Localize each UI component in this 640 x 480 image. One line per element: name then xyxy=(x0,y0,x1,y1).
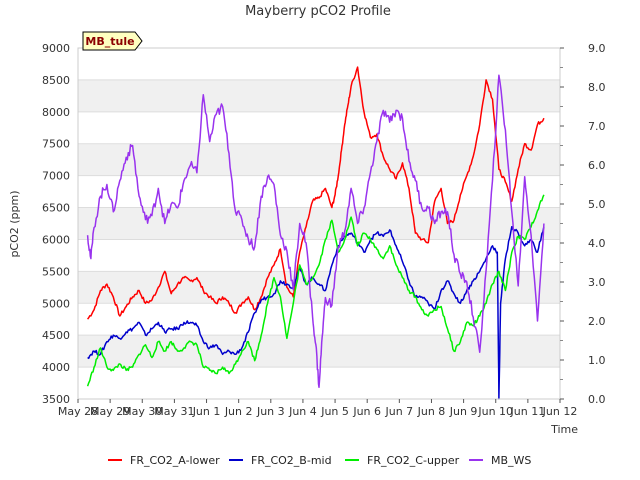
y-tick-label: 4000 xyxy=(42,361,70,374)
x-tick-label: Jun 8 xyxy=(417,405,446,418)
y-tick-label: 3500 xyxy=(42,393,70,406)
legend-label: FR_CO2_B-mid xyxy=(251,454,332,467)
x-tick-label: Jun 9 xyxy=(449,405,478,418)
y2-tick-label: 0.0 xyxy=(588,393,606,406)
y-axis-ticks: 3500 4000 4500 5000 5500 6000 6500 7000 7500 8000… xyxy=(42,42,70,406)
x-tick-label: Jun 7 xyxy=(384,405,413,418)
y2-tick-label: 3.0 xyxy=(588,276,606,289)
site-tag-label: MB_tule xyxy=(85,35,134,48)
chart-title: Mayberry pCO2 Profile xyxy=(245,4,391,19)
x-tick-label: May 30 xyxy=(122,405,162,418)
x-tick-label: Jun 4 xyxy=(288,405,317,418)
y2-axis-ticks: 0.0 1.0 2.0 3.0 4.0 5.0 6.0 7.0 8.0 9.0 xyxy=(560,42,606,406)
y-axis-label: pCO2 (ppm) xyxy=(8,190,21,257)
x-tick-label: Jun 6 xyxy=(352,405,381,418)
site-tag-box xyxy=(82,31,143,51)
x-tick-label: Jun 1 xyxy=(192,405,221,418)
y2-tick-label: 9.0 xyxy=(588,42,606,55)
y2-tick-label: 1.0 xyxy=(588,354,606,367)
y-tick-label: 7000 xyxy=(42,170,70,183)
y-tick-label: 5500 xyxy=(42,265,70,278)
y-tick-label: 9000 xyxy=(42,42,70,55)
plot-area xyxy=(77,47,561,400)
y-tick-label: 8500 xyxy=(42,74,70,87)
series-line-fr-co2-c-upper xyxy=(86,194,545,387)
legend: FR_CO2_A-lower FR_CO2_B-mid FR_CO2_C-upper… xyxy=(108,454,531,467)
y-tick-label: 7500 xyxy=(42,138,70,151)
series-line-mb-ws xyxy=(86,74,545,389)
legend-label: FR_CO2_C-upper xyxy=(367,454,460,467)
grid-band xyxy=(78,207,560,240)
x-tick-label: May 31 xyxy=(154,405,194,418)
y2-tick-label: 4.0 xyxy=(588,237,606,250)
legend-label: MB_WS xyxy=(491,454,531,467)
x-axis-label: Time xyxy=(550,423,578,436)
y2-tick-label: 8.0 xyxy=(588,81,606,94)
grid-band xyxy=(78,143,560,176)
y-tick-label: 4500 xyxy=(42,329,70,342)
y2-tick-label: 6.0 xyxy=(588,159,606,172)
x-tick-label: Jun 12 xyxy=(542,405,578,418)
y-tick-label: 6500 xyxy=(42,202,70,215)
x-tick-label: May 28 xyxy=(58,405,98,418)
y2-tick-label: 7.0 xyxy=(588,120,606,133)
series-line-fr-co2-a-lower xyxy=(86,66,545,320)
x-tick-label: May 29 xyxy=(90,405,130,418)
site-tag: MB_tule xyxy=(82,31,143,51)
grid-band xyxy=(78,335,560,368)
grid-bands xyxy=(78,79,560,368)
y-tick-label: 8000 xyxy=(42,106,70,119)
x-tick-label: Jun 2 xyxy=(224,405,253,418)
y2-tick-label: 2.0 xyxy=(588,315,606,328)
grid-band xyxy=(78,79,560,112)
series-line-fr-co2-b-mid xyxy=(87,225,545,400)
x-tick-label: Jun 10 xyxy=(477,405,513,418)
x-tick-label: Jun 5 xyxy=(320,405,349,418)
x-tick-label: Jun 11 xyxy=(510,405,546,418)
y2-tick-label: 5.0 xyxy=(588,198,606,211)
series-layer xyxy=(86,66,545,400)
y-tick-label: 6000 xyxy=(42,233,70,246)
y-tick-label: 5000 xyxy=(42,297,70,310)
x-tick-label: Jun 3 xyxy=(256,405,285,418)
legend-label: FR_CO2_A-lower xyxy=(130,454,220,467)
